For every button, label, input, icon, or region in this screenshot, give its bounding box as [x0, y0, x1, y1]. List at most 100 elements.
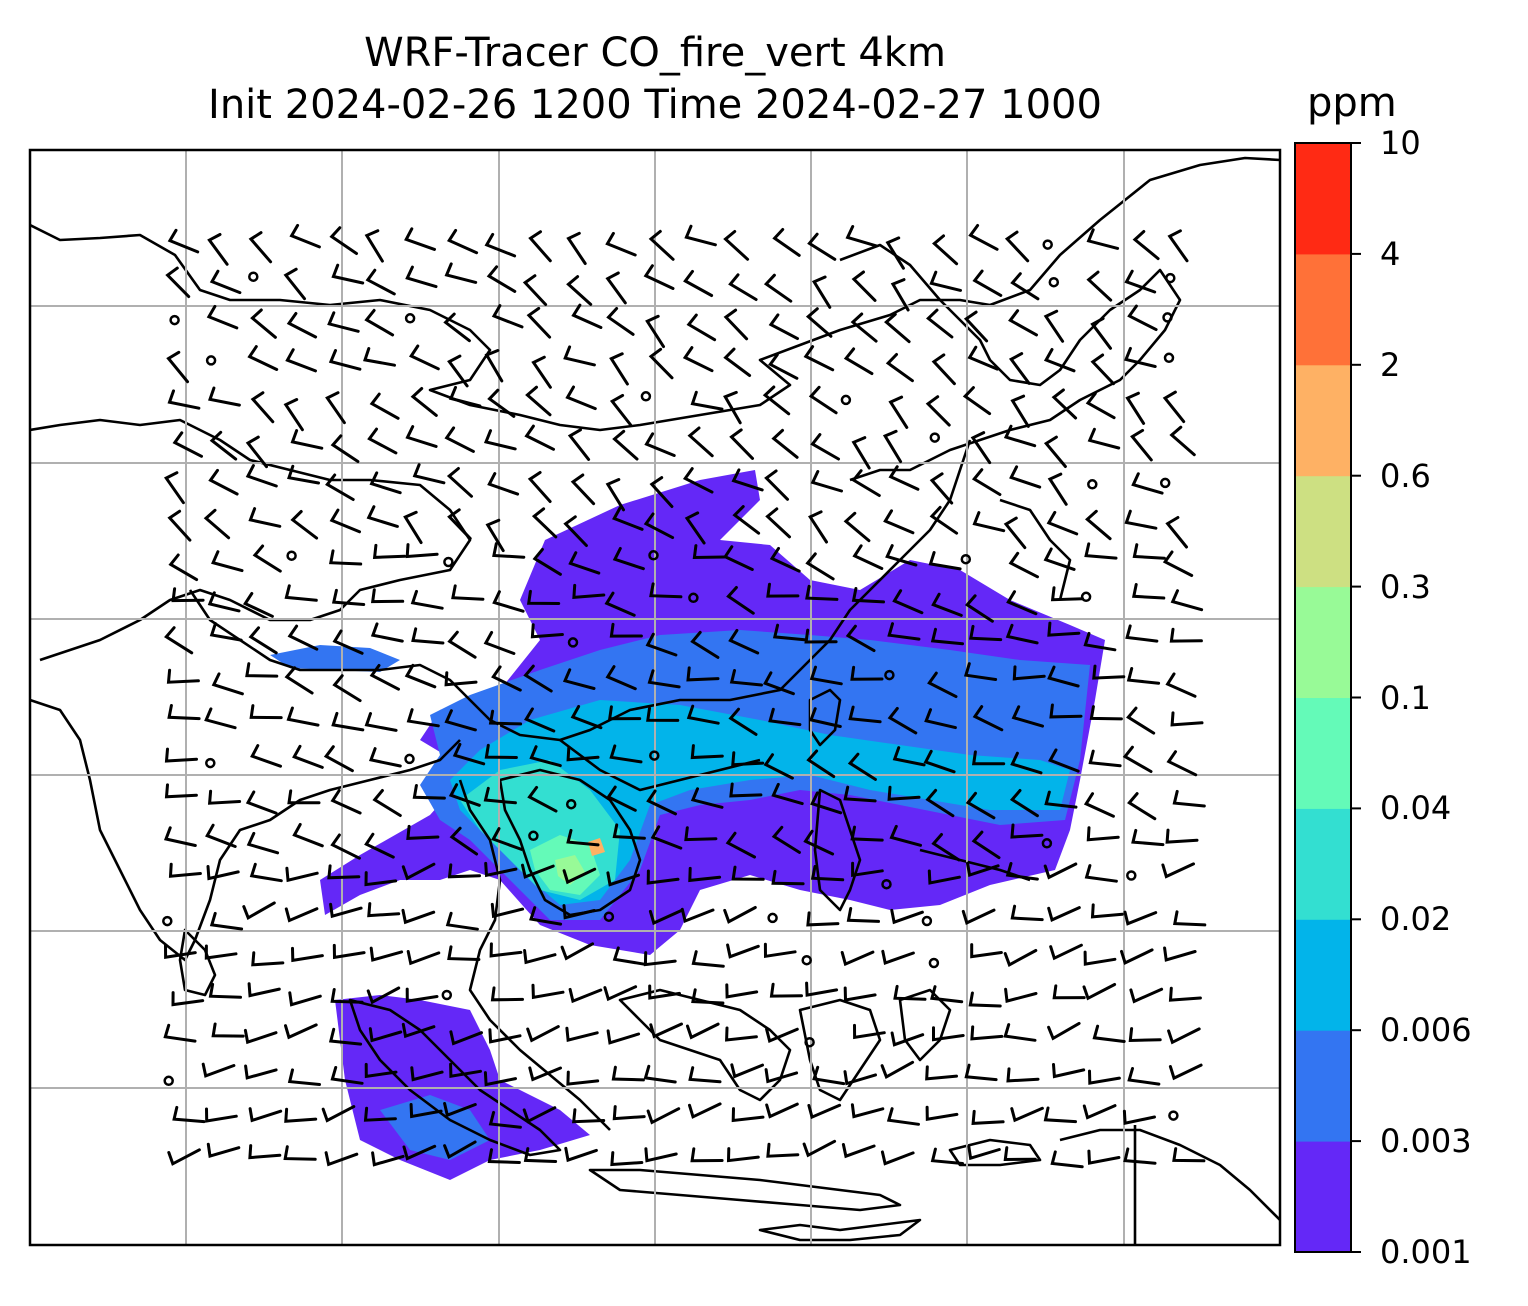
wind-barb [522, 274, 548, 306]
wind-barb [881, 949, 915, 965]
wind-barb [242, 901, 276, 920]
wind-barb [211, 550, 244, 573]
wind-barb [411, 627, 445, 645]
wind-barb [1085, 509, 1112, 541]
wind-barb [1047, 665, 1080, 688]
wind-barb [364, 229, 384, 263]
plume-west-level-1 [270, 645, 400, 672]
wind-barb [248, 1144, 282, 1160]
wind-barb [572, 583, 606, 600]
wind-barb [609, 352, 629, 386]
wind-barb [843, 986, 877, 1002]
wind-barb [723, 347, 752, 377]
wind-barb [768, 707, 802, 727]
wind-barb [771, 825, 801, 854]
wind-barb [970, 1025, 1004, 1041]
wind-barb [890, 278, 910, 312]
wind-barb [723, 390, 742, 425]
plume-level-7 [588, 838, 605, 856]
wind-barb [812, 1065, 846, 1086]
wind-barb [1126, 667, 1161, 685]
wind-barb [805, 307, 833, 338]
wind-barb [484, 743, 518, 759]
wind-barb [444, 426, 475, 453]
calm-wind-marker [163, 1075, 174, 1087]
wind-barb [1086, 826, 1120, 842]
calm-wind-marker [884, 669, 895, 681]
wind-barb [247, 345, 279, 371]
calm-wind-marker [928, 957, 940, 969]
wind-barb [810, 791, 843, 815]
wind-barb [723, 308, 749, 341]
wind-barb [612, 823, 646, 840]
wind-barb [404, 227, 436, 251]
wind-barb [686, 666, 720, 682]
wind-barb [1043, 348, 1076, 373]
plume-south-level-2 [380, 1095, 490, 1160]
wind-barb [485, 518, 505, 553]
wind-barb [1092, 1024, 1126, 1043]
wind-barb [1003, 424, 1037, 448]
wind-barb [372, 789, 402, 817]
wind-barb [1004, 230, 1030, 263]
wind-barb [930, 985, 964, 1004]
wind-barb [286, 312, 318, 339]
wind-barb [965, 791, 996, 820]
wind-barb [242, 592, 274, 618]
calm-wind-marker [205, 355, 217, 366]
wind-barb [1086, 270, 1113, 302]
wind-barb [165, 266, 191, 299]
wind-barb [1132, 230, 1160, 261]
wind-barb [404, 663, 437, 689]
wind-barb [572, 1108, 606, 1124]
wind-barb [927, 671, 958, 699]
wind-barb [971, 1109, 1005, 1125]
wind-barb [529, 745, 562, 768]
wind-barb [527, 471, 552, 503]
wind-barb [731, 468, 764, 492]
wind-barb [284, 584, 318, 602]
wind-barb [1010, 751, 1043, 775]
wind-barb [806, 749, 836, 778]
wind-barb [806, 911, 840, 927]
wind-barb [880, 1060, 915, 1080]
wind-barb [168, 862, 202, 878]
wind-barb [684, 826, 718, 842]
wind-barb [972, 511, 1006, 533]
wind-barb [290, 429, 324, 450]
wind-barb [491, 304, 524, 329]
wind-barb [167, 1148, 201, 1166]
wind-barb [283, 267, 306, 301]
wind-barb [730, 1063, 764, 1079]
wind-barb [451, 584, 485, 601]
wind-barb [410, 589, 444, 610]
wind-barb [329, 226, 358, 255]
wind-barb [731, 865, 765, 881]
wind-barb [368, 747, 402, 768]
wind-barb [211, 1022, 245, 1038]
wind-barb [406, 708, 440, 728]
colorbar-segment [1295, 1141, 1351, 1253]
wind-barb [172, 431, 203, 458]
wind-barb [971, 468, 1002, 496]
wind-barb [612, 429, 639, 461]
wind-barb [332, 674, 362, 703]
wind-barb [530, 623, 564, 639]
wind-barb [892, 746, 926, 767]
wind-barb [1084, 864, 1118, 883]
wind-barb [1008, 551, 1039, 579]
wind-barb [331, 711, 365, 732]
wind-barb [248, 626, 278, 655]
wind-barb [205, 1107, 238, 1123]
wind-barb [1165, 516, 1188, 549]
wind-barb [690, 390, 724, 411]
wind-barb [524, 424, 555, 451]
wind-barb [643, 512, 675, 540]
wind-barb [971, 750, 1006, 766]
wind-barb [401, 862, 436, 881]
wind-barb [1047, 906, 1081, 922]
wind-barb [371, 1151, 405, 1167]
wind-barb [168, 553, 199, 582]
wind-barb [204, 944, 238, 960]
wind-barb [565, 1026, 599, 1042]
